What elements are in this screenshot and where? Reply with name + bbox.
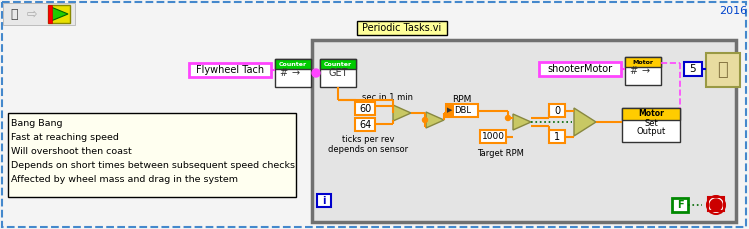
Circle shape <box>506 115 511 120</box>
Text: →: → <box>292 68 300 78</box>
Text: Counter: Counter <box>324 62 352 66</box>
Text: ⇨: ⇨ <box>27 8 37 21</box>
Text: 0: 0 <box>554 106 560 115</box>
Text: sec in 1 min: sec in 1 min <box>362 93 413 103</box>
Bar <box>672 198 688 212</box>
Bar <box>625 57 661 67</box>
Text: ⌚: ⌚ <box>718 61 728 79</box>
Polygon shape <box>426 112 444 128</box>
Text: Fast at reaching speed: Fast at reaching speed <box>11 134 119 142</box>
Bar <box>355 118 375 131</box>
Bar <box>446 104 478 117</box>
Bar <box>3 3 75 25</box>
Polygon shape <box>51 7 68 21</box>
Text: →: → <box>642 66 650 76</box>
Bar <box>48 5 70 23</box>
Text: DBL: DBL <box>455 106 472 115</box>
Bar <box>275 59 311 69</box>
Text: Motor: Motor <box>638 109 664 118</box>
Bar <box>622 108 680 120</box>
Bar <box>480 130 506 143</box>
Text: i: i <box>322 196 326 205</box>
Bar <box>625 57 661 85</box>
Text: 60: 60 <box>359 104 371 114</box>
Polygon shape <box>513 114 531 130</box>
Text: Flywheel Tach: Flywheel Tach <box>196 65 264 75</box>
Text: Bang Bang: Bang Bang <box>11 120 62 128</box>
Bar <box>355 102 375 115</box>
Text: Motor: Motor <box>632 60 653 65</box>
Circle shape <box>707 196 725 214</box>
Bar <box>320 59 356 69</box>
Bar <box>48 5 52 23</box>
Bar <box>446 104 454 117</box>
Text: #: # <box>279 68 287 78</box>
Bar <box>539 62 621 76</box>
Text: ticks per rev: ticks per rev <box>342 136 394 144</box>
Text: 1000: 1000 <box>482 132 505 141</box>
Text: RPM: RPM <box>452 95 472 104</box>
Bar <box>312 40 736 222</box>
Text: Target RPM: Target RPM <box>476 148 524 158</box>
Bar <box>549 104 565 117</box>
Text: shooterMotor: shooterMotor <box>548 64 613 74</box>
Text: Periodic Tasks.vi: Periodic Tasks.vi <box>363 23 442 33</box>
Bar <box>684 62 702 76</box>
Bar <box>189 63 271 77</box>
Bar <box>622 108 680 142</box>
Text: Counter: Counter <box>279 62 307 66</box>
Bar <box>706 53 740 87</box>
Bar <box>320 59 356 87</box>
Text: 5: 5 <box>690 64 697 74</box>
Text: Will overshoot then coast: Will overshoot then coast <box>11 147 132 156</box>
Text: Depends on short times between subsequent speed checks: Depends on short times between subsequen… <box>11 161 295 171</box>
Text: 64: 64 <box>359 120 371 130</box>
Text: ✋: ✋ <box>10 8 18 21</box>
Text: 1: 1 <box>554 131 560 142</box>
Bar <box>317 194 331 207</box>
Text: Affected by wheel mass and drag in the system: Affected by wheel mass and drag in the s… <box>11 175 238 185</box>
Text: ▶: ▶ <box>447 107 452 114</box>
Text: #: # <box>629 66 637 76</box>
Circle shape <box>312 69 320 77</box>
Bar <box>708 197 724 211</box>
Text: F: F <box>676 200 683 210</box>
Bar <box>275 59 311 87</box>
Text: Output: Output <box>637 128 666 136</box>
Text: 2016: 2016 <box>719 6 747 16</box>
Text: Set: Set <box>644 120 658 128</box>
Bar <box>8 113 296 197</box>
Bar <box>549 130 565 143</box>
Circle shape <box>710 199 722 211</box>
Bar <box>357 21 447 35</box>
Text: depends on sensor: depends on sensor <box>328 144 408 153</box>
Text: GET: GET <box>328 68 348 78</box>
Polygon shape <box>393 105 411 121</box>
Polygon shape <box>574 108 596 136</box>
Circle shape <box>422 117 428 123</box>
